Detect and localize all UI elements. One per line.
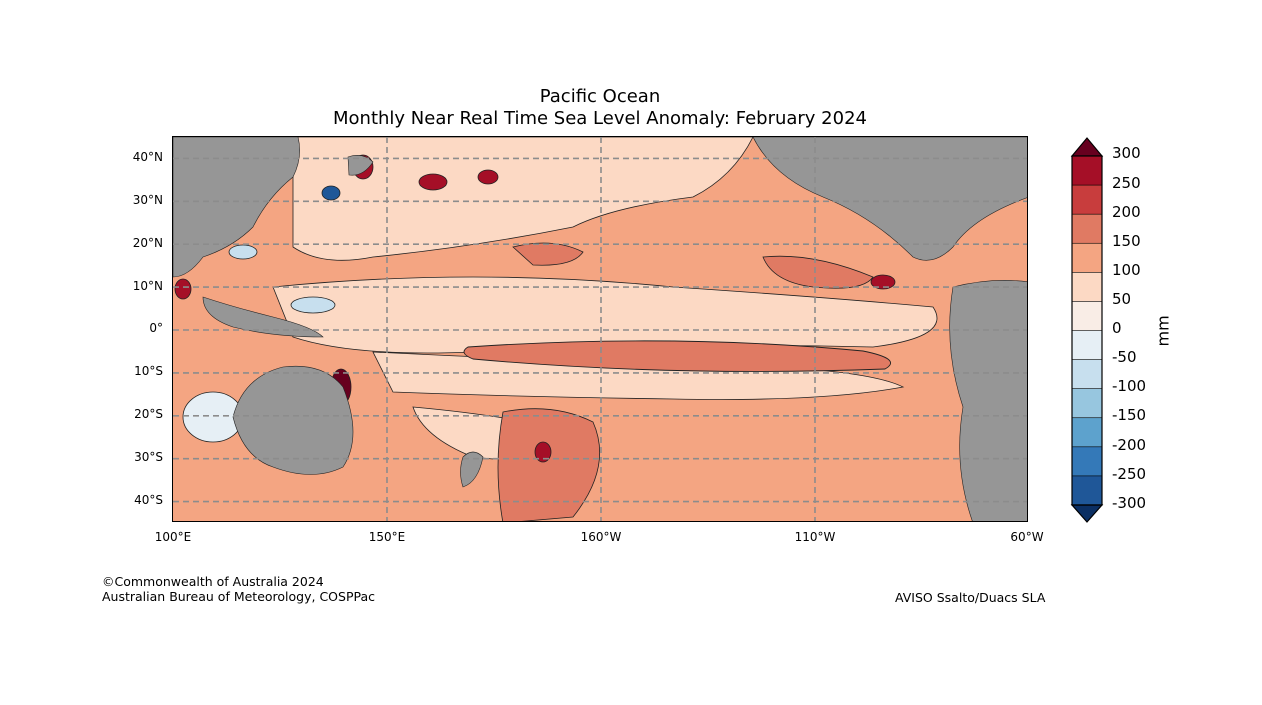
lon-label-100e: 100°E [154,530,192,544]
colorbar-band [1071,446,1103,477]
lat-label-40s: 40°S [134,493,163,507]
colorbar-label-minus-250: -250 [1112,465,1147,483]
anomaly-negative-west-pacific [228,244,258,260]
anomaly-patch-north-central [512,242,584,266]
anomaly-patch-south-central [497,408,601,521]
colorbar-label-minus-50: -50 [1112,348,1137,366]
colorbar-unit-label: mm [1153,315,1173,347]
lat-label-20s: 20°S [134,407,163,421]
anomaly-extreme-west [174,278,192,300]
colorbar-label-minus-100: -100 [1112,377,1147,395]
colorbar-band [1071,272,1103,303]
data-source-credit: AVISO Ssalto/Duacs SLA [895,590,1046,605]
colorbar-label-150: 150 [1112,232,1141,250]
colorbar-label-0: 0 [1112,319,1122,337]
lon-label-160w: 160°W [580,530,622,544]
land-australia [232,365,354,475]
colorbar-label-minus-150: -150 [1112,406,1147,424]
colorbar-band [1071,330,1103,361]
graticule [173,137,1027,521]
title-line-1: Pacific Ocean [539,86,661,107]
lat-label-30n: 30°N [132,193,163,207]
lon-label-60w: 60°W [1010,530,1044,544]
colorbar-top-cap [1070,137,1104,157]
copyright-credit: ©Commonwealth of Australia 2024 Australi… [102,574,375,604]
colorbar [1070,137,1104,523]
colorbar-band [1071,213,1103,244]
land-asia [173,137,300,278]
land-south-america [949,280,1027,521]
anomaly-negative-kuroshio [321,185,341,201]
organization-line: Australian Bureau of Meteorology, COSPPa… [102,589,375,604]
colorbar-band [1071,242,1103,273]
colorbar-band [1071,475,1103,506]
anomaly-extreme-kuroshio-2 [418,173,448,191]
map-svg [173,137,1027,521]
lat-label-equator: 0° [149,321,163,335]
lat-label-10s: 10°S [134,364,163,378]
land-indonesia [202,296,324,338]
colorbar-bands [1071,155,1103,506]
colorbar-label-50: 50 [1112,290,1132,308]
colorbar-label-200: 200 [1112,203,1141,221]
colorbar-band [1071,184,1103,215]
sea-level-map [172,136,1028,522]
anomaly-equatorial-tongue [463,340,891,372]
colorbar-band [1071,417,1103,448]
lon-label-150e: 150°E [368,530,406,544]
colorbar-label-300: 300 [1112,144,1141,162]
colorbar-band [1071,388,1103,419]
land-japan [347,155,374,176]
colorbar-label-100: 100 [1112,261,1141,279]
anomaly-extreme-south [534,441,552,463]
lat-label-10n: 10°N [132,279,163,293]
colorbar-band [1071,155,1103,186]
colorbar-label-minus-200: -200 [1112,436,1147,454]
lon-label-110w: 110°W [794,530,836,544]
anomaly-negative-philippine-sea [290,296,336,314]
anomaly-extreme-kuroshio-3 [477,169,499,185]
colorbar-band [1071,301,1103,332]
lat-label-40n: 40°N [132,150,163,164]
colorbar-band [1071,359,1103,390]
colorbar-border [1071,155,1103,506]
lat-label-20n: 20°N [132,236,163,250]
title-line-2: Monthly Near Real Time Sea Level Anomaly… [333,108,867,129]
copyright-line: ©Commonwealth of Australia 2024 [102,574,324,589]
anomaly-band-north [292,137,754,261]
land-new-zealand [460,451,484,488]
colorbar-label-250: 250 [1112,174,1141,192]
colorbar-label-minus-300: -300 [1112,494,1147,512]
chart-title: Pacific Ocean Monthly Near Real Time Sea… [172,86,1028,130]
lat-label-30s: 30°S [134,450,163,464]
land-north-america [752,137,1027,261]
anomaly-patch-east [762,255,874,289]
colorbar-bottom-cap [1070,504,1104,523]
anomaly-extreme-east-pacific [870,274,896,290]
